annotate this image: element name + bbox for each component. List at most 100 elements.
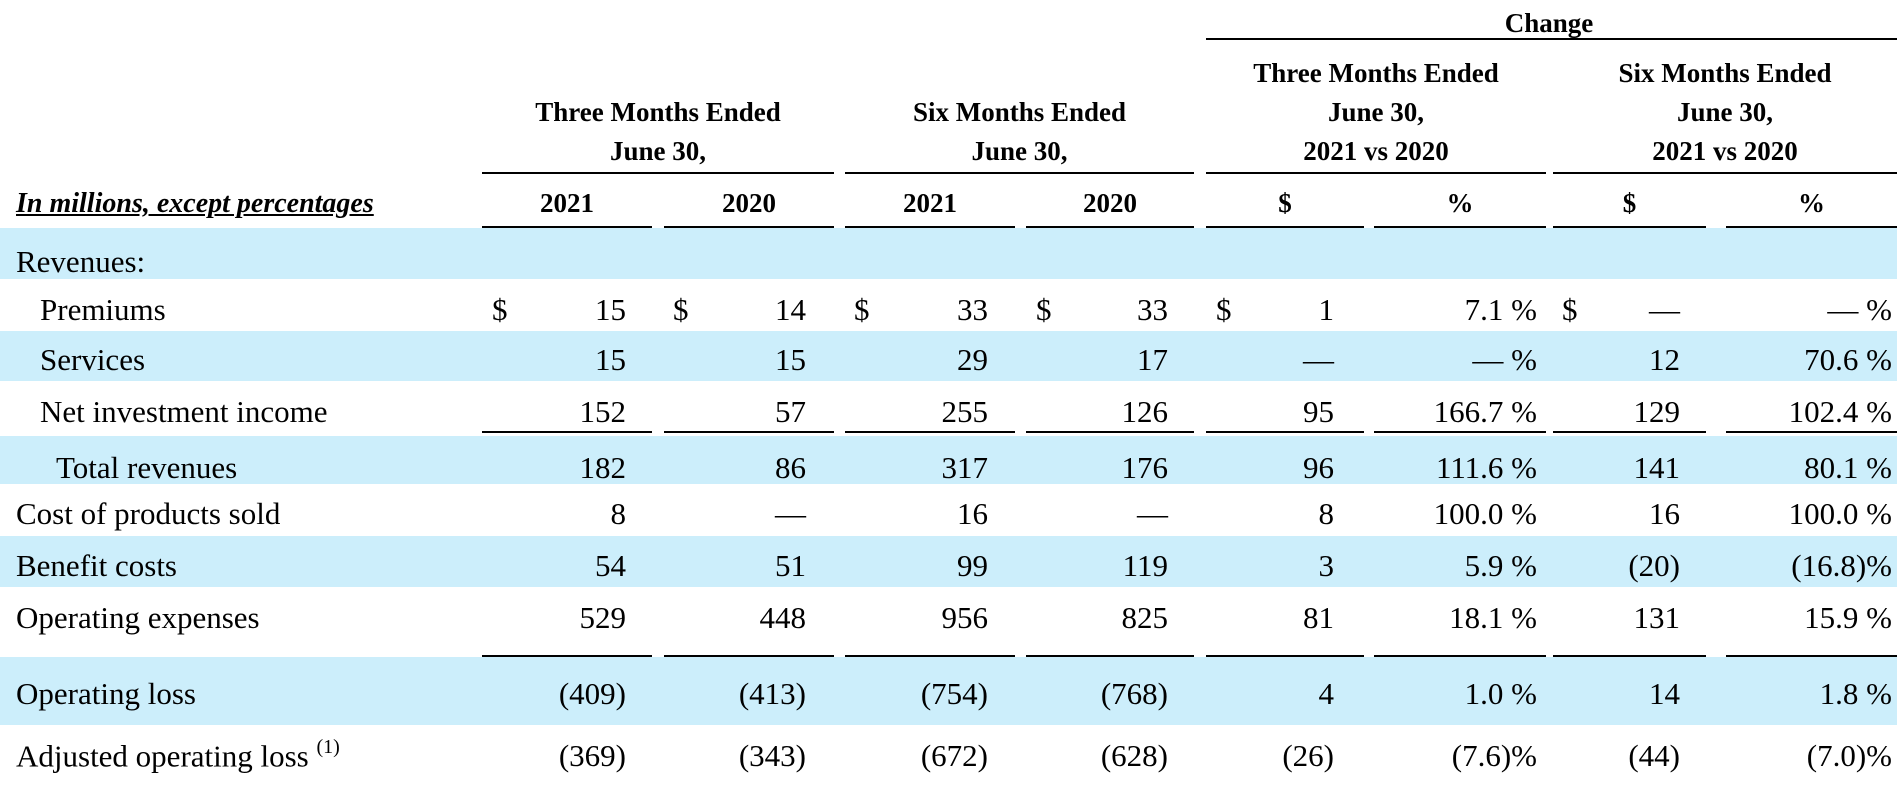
row-band [0,436,1897,484]
currency-symbol: $ [492,292,508,327]
table-cell: 70.6 % [1804,342,1892,377]
subtotal-rule [1206,655,1364,657]
group-header-line: June 30, [609,136,707,166]
table-cell: 16 [1649,496,1680,531]
column-underline [1553,226,1706,228]
group-header-line: 2021 vs 2020 [1303,136,1449,166]
table-cell: 15 [775,342,806,377]
table-cell: (26) [1282,738,1334,773]
column-header: 2020 [1083,188,1137,218]
subtotal-rule [664,431,834,433]
group-header-line: June 30, [971,136,1068,166]
row-band [0,228,1897,279]
table-cell: (628) [1100,738,1168,773]
table-cell: 7.1 % [1464,292,1537,327]
table-cell: — [1137,496,1168,531]
group-underline [482,172,834,174]
table-cell: 1.0 % [1464,676,1537,711]
group-header-line: Three Months Ended [535,97,781,127]
table-cell: — [1303,342,1334,377]
table-cell: 33 [957,292,988,327]
table-cell: 131 [1633,600,1681,635]
group-header-line: June 30, [1676,97,1774,127]
table-cell: 317 [941,450,989,485]
column-underline [664,226,834,228]
subtotal-rule [1726,431,1897,433]
row-label-adjusted-operating-loss: Adjusted operating loss (1) [16,736,340,774]
row-label-benefit-costs: Benefit costs [16,548,177,583]
unit-label: In millions, except percentages [16,188,374,219]
table-cell: 102.4 % [1788,394,1892,429]
row-band [0,331,1897,381]
currency-symbol: $ [673,292,689,327]
group-header-three-months: Three Months Ended June 30, [482,93,834,171]
column-header: % [1446,188,1474,218]
table-cell: — % [1472,342,1537,377]
table-cell: 3 [1318,548,1335,583]
table-cell: 4 [1318,676,1335,711]
row-label-text: Adjusted operating loss [16,738,309,774]
table-cell: 255 [941,394,989,429]
currency-symbol: $ [1216,292,1232,327]
group-header-line: 2021 vs 2020 [1652,136,1798,166]
column-underline [1206,226,1364,228]
subtotal-rule [1553,655,1706,657]
table-cell: 18.1 % [1449,600,1537,635]
table-cell: 99 [957,548,988,583]
table-cell: 14 [775,292,806,327]
column-underline [482,226,652,228]
column-header: 2021 [903,188,957,218]
column-underline [1726,226,1897,228]
table-cell: 182 [579,450,627,485]
column-header: $ [1622,188,1637,218]
row-label-premiums: Premiums [40,292,166,327]
row-label-operating-loss: Operating loss [16,676,196,711]
group-header-six-months: Six Months Ended June 30, [845,93,1194,171]
group-header-change-six-months: Six Months Ended June 30, 2021 vs 2020 [1553,54,1897,171]
currency-symbol: $ [1036,292,1052,327]
table-cell: (369) [558,738,626,773]
table-cell: 825 [1121,600,1169,635]
group-header-change-three-months: Three Months Ended June 30, 2021 vs 2020 [1206,54,1546,171]
table-cell: 100.0 % [1788,496,1892,531]
column-header: % [1798,188,1825,218]
table-cell: 529 [579,600,627,635]
table-cell: 81 [1303,600,1334,635]
table-cell: 51 [775,548,806,583]
table-cell: 80.1 % [1804,450,1892,485]
group-header-line: Three Months Ended [1253,58,1499,88]
table-cell: 126 [1121,394,1169,429]
table-cell: — [1649,292,1680,327]
table-cell: 1 [1318,292,1335,327]
table-cell: 54 [595,548,626,583]
table-cell: 17 [1137,342,1168,377]
group-header-line: Six Months Ended [1618,58,1832,88]
table-cell: (754) [920,676,988,711]
table-cell: — % [1827,292,1892,327]
subtotal-rule [1374,655,1546,657]
subtotal-rule [1206,431,1364,433]
subtotal-rule [664,655,834,657]
table-cell: 15 [595,292,626,327]
table-cell: 448 [759,600,807,635]
column-underline [845,226,1015,228]
table-cell: 1.8 % [1819,676,1892,711]
table-cell: (413) [738,676,806,711]
row-band [0,536,1897,587]
table-cell: 8 [1318,496,1335,531]
column-underline [1374,226,1546,228]
table-cell: — [775,496,806,531]
footnote-marker: (1) [316,736,340,758]
subtotal-rule [845,431,1015,433]
row-label-total-revenues: Total revenues [56,450,238,485]
table-cell: 57 [775,394,806,429]
table-cell: 95 [1303,394,1334,429]
table-cell: 100.0 % [1433,496,1537,531]
table-cell: (672) [920,738,988,773]
subtotal-rule [1374,431,1546,433]
row-label-cost-of-products-sold: Cost of products sold [16,496,281,531]
table-cell: 152 [579,394,627,429]
table-cell: (7.0)% [1806,738,1892,773]
table-cell: 86 [775,450,806,485]
change-header: Change [1504,8,1594,38]
